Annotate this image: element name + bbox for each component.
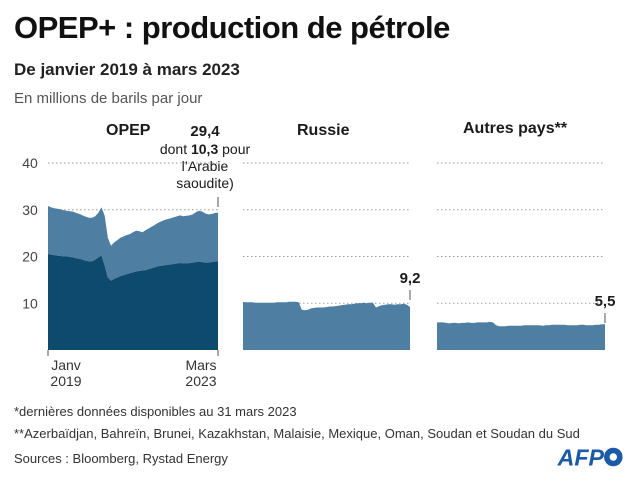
opep-value-label: 29,4 bbox=[190, 123, 220, 140]
saudi-note-line-3: saoudite) bbox=[176, 175, 234, 191]
panel-title-opep: OPEP bbox=[106, 122, 151, 139]
opep-saudi-area bbox=[48, 254, 218, 350]
y-tick-label-30: 30 bbox=[22, 202, 38, 218]
oil-production-chart: 10 20 30 40 OPEP Russie Autres pays** 29,4dont … bbox=[22, 120, 616, 389]
russia-value-label: 9,2 bbox=[400, 270, 421, 287]
opep-total-area bbox=[48, 206, 218, 281]
x-tick-label-start-month: Janv bbox=[51, 357, 81, 373]
afp-logo-text: AFP bbox=[557, 444, 605, 470]
others-area bbox=[437, 321, 605, 350]
sources-label: Sources : Bloomberg, Rystad Energy bbox=[14, 451, 228, 466]
x-tick-label-end-month: Mars bbox=[185, 357, 216, 373]
x-tick-label-end-year: 2023 bbox=[185, 373, 216, 389]
chart-subtitle: De janvier 2019 à mars 2023 bbox=[14, 60, 240, 79]
panel-title-others: Autres pays** bbox=[463, 120, 568, 137]
chart-title: OPEP+ : production de pétrole bbox=[14, 10, 450, 45]
afp-logo-dot-inner bbox=[609, 453, 617, 461]
x-tick-label-start-year: 2019 bbox=[50, 373, 81, 389]
saudi-note-line-1: dont 10,3 pour bbox=[160, 141, 251, 157]
y-tick-label-10: 10 bbox=[22, 295, 38, 311]
y-tick-label-40: 40 bbox=[22, 155, 38, 171]
footnote-latest-data: *dernières données disponibles au 31 mar… bbox=[14, 404, 297, 419]
russia-area bbox=[243, 301, 410, 350]
footnote-other-countries: **Azerbaïdjan, Bahreïn, Brunei, Kazakhst… bbox=[14, 426, 580, 441]
others-value-label: 5,5 bbox=[595, 293, 616, 310]
y-tick-label-20: 20 bbox=[22, 249, 38, 265]
afp-logo: AFP bbox=[557, 444, 623, 470]
panel-title-russia: Russie bbox=[297, 122, 350, 139]
unit-label: En millions de barils par jour bbox=[14, 90, 203, 107]
saudi-note-line-2: l’Arabie bbox=[182, 158, 229, 174]
